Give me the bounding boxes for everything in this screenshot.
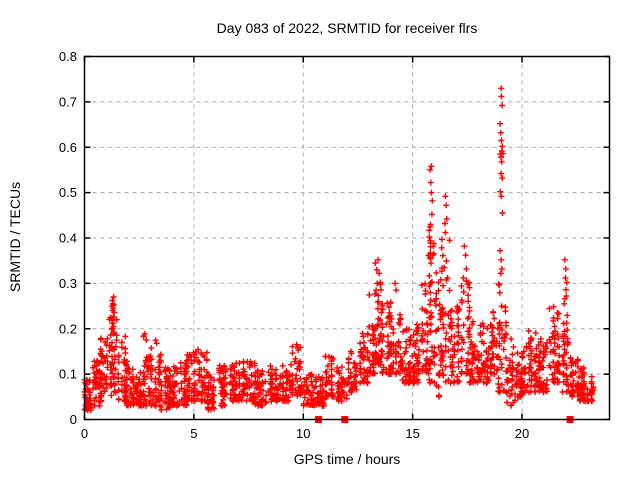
y-tick-label: 0.7 (59, 94, 77, 109)
y-tick-label: 0.1 (59, 367, 77, 382)
y-tick-label: 0.3 (59, 276, 77, 291)
y-tick-label: 0.2 (59, 321, 77, 336)
chart-title: Day 083 of 2022, SRMTID for receiver flr… (216, 20, 478, 36)
x-tick-label: 0 (81, 426, 88, 441)
x-tick-label: 10 (296, 426, 310, 441)
x-tick-label: 5 (190, 426, 197, 441)
y-axis-label: SRMTID / TECUs (7, 181, 23, 293)
y-tick-label: 0 (70, 412, 77, 427)
x-tick-label: 20 (515, 426, 529, 441)
scatter-points (81, 85, 597, 414)
x-axis-label: GPS time / hours (293, 451, 401, 467)
y-tick-label: 0.8 (59, 49, 77, 64)
tick-labels: 0 0.1 0.2 0.3 0.4 0.5 0.6 0.7 0.8 0 5 10 15 20 (59, 49, 529, 441)
y-tick-label: 0.6 (59, 140, 77, 155)
y-tick-label: 0.4 (59, 231, 77, 246)
axes-border (83, 55, 611, 421)
x-tick-label: 15 (405, 426, 419, 441)
y-tick-label: 0.5 (59, 185, 77, 200)
